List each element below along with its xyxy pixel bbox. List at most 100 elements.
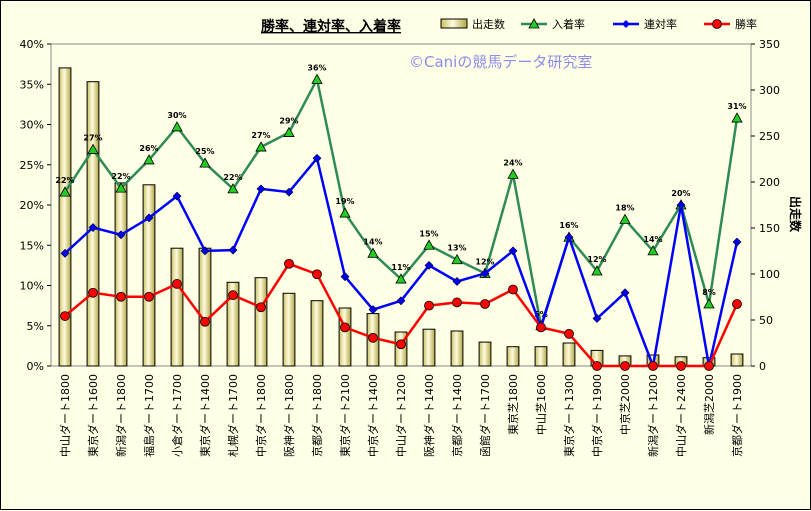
point-win-21: [648, 361, 658, 371]
legend-label-bar: 出走数: [472, 17, 505, 31]
point-win-16: [508, 284, 518, 295]
point-win-2: [116, 291, 126, 302]
axes-layer: 0% 5% 10% 15% 20% 25% 30% 35% 40% 0 50 100 150 200 250…: [20, 38, 780, 457]
x-category-label: 東京ダート2100: [338, 374, 352, 457]
point-entry-23: [703, 298, 715, 309]
point-rentai-6: [228, 245, 238, 255]
x-category-label: 中山ダート1200: [394, 374, 408, 457]
data-label-18: 16%: [559, 221, 578, 230]
legend-label-連対率: 連対率: [644, 17, 677, 31]
point-entry-13: [423, 239, 435, 250]
x-category-label: 中京ダート1400: [366, 374, 380, 457]
point-rentai-14: [452, 277, 462, 286]
point-entry-14: [451, 253, 463, 265]
data-label-0: 22%: [55, 176, 74, 185]
data-label-21: 14%: [643, 235, 662, 244]
point-entry-7: [255, 141, 267, 152]
data-label-16: 24%: [503, 158, 522, 167]
y-left-tick-label: 30%: [20, 119, 44, 132]
data-label-22: 20%: [671, 189, 690, 198]
x-category-label: 中山芝1600: [535, 374, 548, 435]
point-entry-20: [619, 213, 631, 224]
bar-5: [198, 247, 212, 367]
x-category-label: 東京ダート1600: [86, 374, 100, 457]
legend: 出走数 入着率 連対率 勝率: [440, 17, 757, 31]
data-label-2: 22%: [111, 172, 130, 181]
y-left-tick-label: 5%: [27, 320, 44, 333]
point-entry-3: [143, 154, 155, 165]
x-category-label: 小倉ダート1700: [170, 374, 184, 457]
bar-16: [506, 346, 520, 367]
y-right-tick-label: 150: [759, 222, 780, 235]
data-label-23: 8%: [702, 288, 716, 297]
point-rentai-1: [88, 223, 98, 232]
x-category-label: 中京芝2000: [618, 374, 632, 435]
point-win-6: [228, 290, 238, 301]
point-win-8: [284, 258, 294, 269]
point-rentai-24: [732, 237, 742, 247]
point-rentai-2: [116, 230, 126, 240]
point-win-24: [732, 299, 742, 309]
point-win-1: [88, 287, 98, 298]
point-rentai-9: [312, 153, 322, 163]
plot-area: [50, 43, 752, 367]
x-category-label: 中京ダート1800: [254, 374, 268, 457]
x-category-label: 札幌ダート1700: [226, 374, 240, 457]
y-right-tick-label: 250: [759, 130, 780, 143]
bar-13: [422, 328, 436, 367]
y-right-tick-label: 200: [759, 176, 780, 189]
data-label-3: 26%: [139, 144, 158, 153]
x-category-label: 福島ダート1700: [142, 374, 156, 457]
bar-18: [562, 342, 576, 367]
point-win-15: [480, 299, 490, 309]
data-label-6: 22%: [223, 173, 242, 182]
legend-marker-circle: [712, 19, 722, 29]
data-label-8: 29%: [279, 117, 298, 126]
point-entry-2: [115, 182, 127, 193]
y-right-tick-label: 350: [759, 38, 780, 51]
y-left-tick-label: 10%: [20, 280, 44, 293]
point-entry-1: [87, 143, 99, 154]
bar-2: [114, 182, 128, 367]
x-category-label: 東京芝1800: [506, 374, 520, 435]
data-label-11: 14%: [363, 237, 382, 246]
legend-label-勝率: 勝率: [735, 17, 757, 31]
data-label-14: 13%: [447, 244, 466, 253]
point-win-4: [172, 278, 182, 289]
point-entry-21: [647, 245, 659, 256]
x-category-label: 京都ダート1800: [310, 374, 324, 457]
x-category-label: 新潟芝2000: [702, 374, 716, 435]
point-entry-24: [731, 112, 743, 123]
y-right-tick-label: 100: [759, 268, 780, 281]
point-rentai-22: [676, 200, 686, 210]
data-label-9: 36%: [307, 63, 326, 72]
point-win-7: [256, 302, 266, 313]
data-label-10: 19%: [335, 197, 354, 206]
legend-marker-diamond: [622, 20, 630, 28]
data-label-12: 11%: [391, 263, 410, 272]
point-win-13: [424, 300, 434, 311]
point-win-0: [60, 311, 70, 321]
point-rentai-15: [480, 269, 490, 278]
data-label-7: 27%: [251, 131, 270, 140]
point-entry-10: [339, 207, 351, 218]
x-category-label: 中山ダート2400: [674, 374, 688, 457]
legend-label-入着率: 入着率: [552, 17, 585, 31]
y-right-tick-label: 50: [759, 314, 773, 327]
point-win-3: [144, 291, 154, 302]
bar-7: [254, 277, 268, 367]
point-win-9: [312, 269, 322, 280]
point-win-11: [368, 332, 378, 343]
point-entry-6: [227, 183, 239, 194]
x-category-label: 阪神ダート1800: [282, 374, 296, 457]
point-entry-5: [199, 157, 211, 168]
bar-15: [478, 341, 492, 367]
point-rentai-3: [144, 213, 154, 223]
point-win-19: [592, 361, 602, 371]
data-label-17: 5%: [534, 310, 548, 319]
bar-10: [338, 307, 352, 367]
point-entry-0: [59, 186, 71, 197]
point-rentai-13: [424, 260, 434, 270]
